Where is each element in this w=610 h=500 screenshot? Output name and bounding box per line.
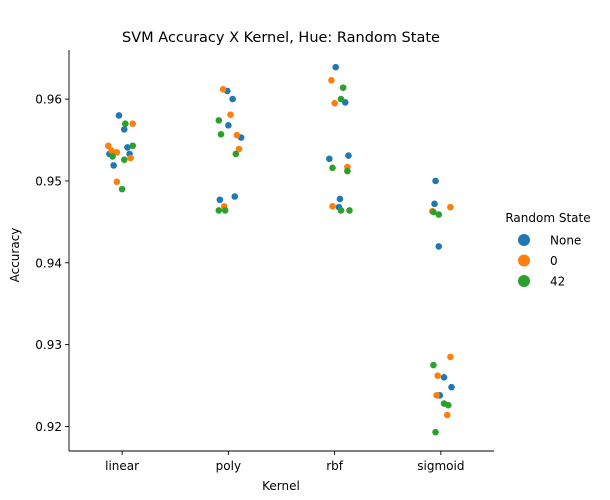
y-tick-label: 0.94 — [35, 256, 62, 270]
data-point-42 — [344, 167, 351, 175]
legend: Random State None 0 42 — [505, 211, 590, 289]
data-point-42 — [337, 207, 345, 214]
y-tick-label: 0.96 — [35, 93, 62, 107]
data-point-42 — [346, 207, 353, 214]
data-point-0 — [433, 392, 440, 399]
legend-label-0: 0 — [550, 254, 558, 268]
data-point-0 — [328, 76, 335, 84]
data-point-42 — [122, 120, 129, 127]
legend-label-None: None — [550, 234, 581, 248]
legend-marker-42 — [518, 275, 530, 287]
data-point-0 — [233, 131, 241, 139]
data-point-0 — [129, 120, 137, 127]
data-point-42 — [337, 95, 345, 103]
legend-title: Random State — [505, 211, 590, 225]
data-point-0 — [219, 85, 227, 93]
data-point-None — [229, 95, 236, 103]
x-tick-label: linear — [105, 459, 139, 473]
data-point-42 — [432, 428, 439, 436]
data-point-0 — [443, 411, 451, 419]
data-point-42 — [118, 185, 126, 193]
y-axis: 0.92 0.93 0.94 0.95 0.96 — [35, 93, 69, 434]
data-point-42 — [221, 207, 229, 214]
data-point-42 — [129, 142, 137, 150]
data-point-None — [440, 374, 448, 381]
data-point-0 — [108, 147, 115, 154]
data-point-None — [120, 126, 128, 133]
data-point-0 — [329, 203, 336, 210]
data-point-None — [115, 112, 123, 119]
data-point-None — [435, 243, 443, 250]
y-tick-label: 0.95 — [35, 174, 62, 188]
x-axis-label: Kernel — [262, 479, 300, 493]
data-point-42 — [430, 361, 437, 369]
data-point-None — [124, 144, 131, 151]
data-point-42 — [217, 130, 225, 138]
data-point-None — [110, 162, 117, 169]
data-point-42 — [329, 164, 336, 172]
data-point-0 — [113, 149, 121, 156]
data-point-None — [345, 152, 352, 159]
data-point-42 — [445, 401, 452, 409]
y-tick-label: 0.93 — [35, 338, 62, 352]
chart-title: SVM Accuracy X Kernel, Hue: Random State — [122, 30, 440, 46]
legend-marker-0 — [518, 254, 530, 267]
data-point-42 — [339, 84, 347, 91]
data-point-42 — [430, 208, 437, 216]
data-point-0 — [235, 145, 243, 153]
data-point-None — [332, 63, 339, 71]
y-axis-label: Accuracy — [8, 228, 22, 283]
data-points — [105, 63, 455, 436]
plot-area — [68, 50, 494, 452]
x-axis: linear poly rbf sigmoid — [105, 451, 464, 473]
data-point-42 — [109, 153, 116, 160]
data-point-None — [231, 193, 239, 200]
data-point-0 — [434, 372, 441, 380]
data-point-None — [431, 200, 438, 208]
data-point-None — [448, 383, 455, 391]
data-point-42 — [120, 156, 128, 163]
data-point-0 — [105, 142, 112, 150]
data-point-0 — [447, 203, 454, 211]
data-point-None — [336, 195, 344, 203]
data-point-None — [326, 155, 333, 163]
data-point-42 — [215, 207, 223, 214]
x-tick-label: rbf — [326, 459, 344, 473]
series-42 — [109, 84, 452, 436]
series-0 — [105, 76, 454, 419]
data-point-0 — [127, 154, 134, 162]
data-point-0 — [331, 99, 338, 107]
data-point-None — [432, 177, 439, 185]
data-point-0 — [447, 353, 454, 361]
data-point-None — [225, 121, 232, 129]
data-point-None — [216, 196, 224, 204]
x-tick-label: sigmoid — [417, 459, 464, 473]
data-point-42 — [435, 211, 443, 218]
legend-marker-None — [518, 234, 530, 246]
x-tick-label: poly — [216, 459, 241, 473]
data-point-0 — [113, 178, 121, 186]
data-point-42 — [215, 117, 223, 124]
y-tick-label: 0.92 — [35, 420, 62, 434]
legend-label-42: 42 — [550, 275, 565, 289]
data-point-0 — [227, 111, 234, 118]
series-None — [106, 63, 455, 399]
data-point-42 — [232, 150, 240, 158]
